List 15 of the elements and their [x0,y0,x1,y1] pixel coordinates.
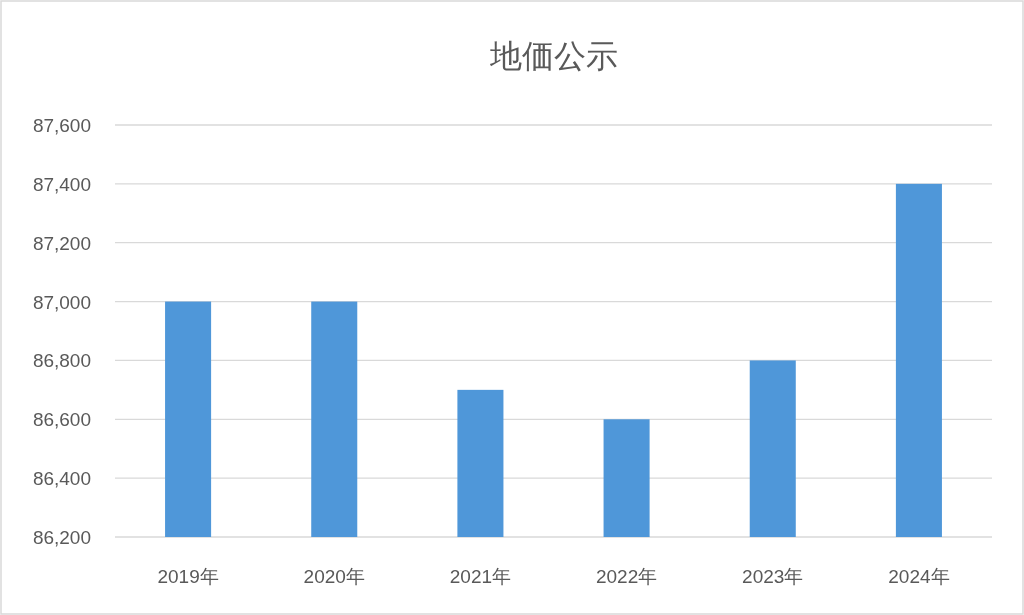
chart-title: 地価公示 [488,38,618,74]
y-tick-label: 86,200 [32,527,91,548]
x-tick-label: 2023年 [742,566,804,587]
y-tick-label: 87,000 [32,291,91,313]
x-tick-label: 2024年 [888,566,950,587]
y-tick-label: 86,400 [32,468,91,490]
y-tick-label: 87,600 [32,115,91,136]
x-tick-label: 2020年 [303,566,365,587]
y-tick-label: 87,400 [32,173,91,195]
x-tick-label: 2019年 [157,566,219,587]
x-tick-label: 2022年 [595,566,658,587]
y-tick-label: 87,200 [32,232,91,254]
x-tick-label: 2021年 [449,566,512,587]
y-tick-label: 86,600 [32,409,91,431]
y-tick-label: 86,800 [32,350,91,372]
